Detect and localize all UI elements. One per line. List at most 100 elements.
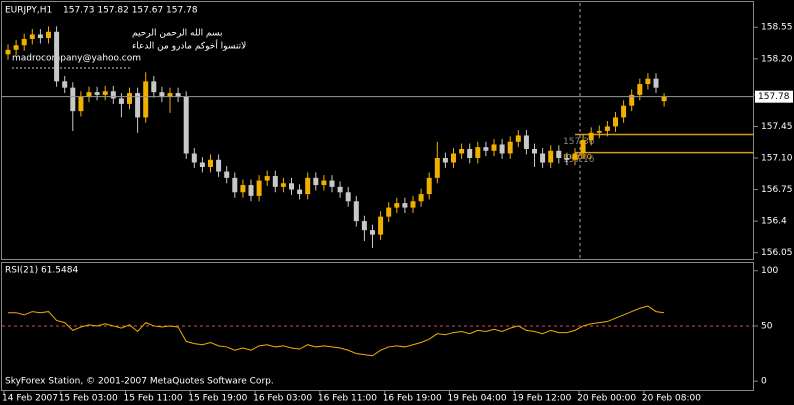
candle-body <box>410 201 416 208</box>
candle-body <box>637 84 643 95</box>
candle-body <box>370 230 375 235</box>
level-label: 157.16 <box>563 155 595 165</box>
candle-body <box>70 87 76 112</box>
candle-body <box>378 216 384 235</box>
y-tick-label: 100 <box>761 266 778 276</box>
rsi-title: RSI(21) 61.5484 <box>5 266 78 276</box>
symbol-title: EURJPY,H1 <box>5 6 52 16</box>
y-tick-label: 156.4 <box>761 217 787 227</box>
candle-body <box>289 183 294 190</box>
candle-body <box>483 147 489 151</box>
candle-body <box>564 158 570 160</box>
candle-body <box>102 91 108 95</box>
ohlc-text: 157.73 157.82 157.67 157.78 <box>63 6 198 16</box>
candle-body <box>572 153 578 160</box>
candle-body <box>491 144 497 151</box>
candle-body <box>345 192 351 202</box>
candle-body <box>548 150 554 163</box>
x-tick-label: 14 Feb 2007 <box>2 394 58 404</box>
y-tick-label: 156.05 <box>761 248 793 258</box>
candle-body <box>175 93 181 97</box>
current-price-label: 157.78 <box>758 92 790 102</box>
candle-body <box>467 148 473 159</box>
candle-body <box>46 31 51 39</box>
y-tick-label: 157.10 <box>761 154 793 164</box>
y-tick-label: 156.75 <box>761 185 793 195</box>
rsi-line <box>8 305 665 357</box>
x-tick-label: 15 Feb 03:00 <box>59 394 118 404</box>
candle-body <box>604 126 610 131</box>
candle-body <box>361 221 367 231</box>
candle-body <box>78 96 84 112</box>
candle-body <box>434 158 440 178</box>
x-tick-label: 15 Feb 19:00 <box>188 394 247 404</box>
candle-body <box>21 38 27 46</box>
candle-body <box>256 180 262 196</box>
candle-body <box>159 92 165 97</box>
candle-body <box>151 81 157 93</box>
candle-body <box>329 180 335 187</box>
candle-body <box>507 141 513 154</box>
y-tick-label: 158.55 <box>761 23 793 33</box>
candle-body <box>110 91 116 99</box>
candle-body <box>248 185 254 196</box>
footer: SkyForex Station, © 2001-2007 MetaQuotes… <box>5 377 274 387</box>
candle-body <box>240 185 246 193</box>
candle-body <box>451 153 456 163</box>
candle-body <box>305 177 311 195</box>
candle-body <box>297 189 303 195</box>
candle-body <box>216 159 222 172</box>
annotation: بسم الله الرحمن الرحيم <box>132 29 222 39</box>
candle-body <box>532 148 537 154</box>
candle-body <box>5 49 11 55</box>
candle-body <box>580 139 586 154</box>
y-tick-label: 50 <box>761 321 773 331</box>
candle-body <box>426 177 432 195</box>
candle-body <box>167 93 173 97</box>
candle-body <box>442 158 448 163</box>
candle-body <box>62 81 68 88</box>
x-tick-label: 20 Feb 00:00 <box>577 394 636 404</box>
candle-body <box>29 34 35 39</box>
candle-body <box>54 31 60 82</box>
candle-body <box>37 34 43 39</box>
candle-body <box>272 176 278 187</box>
candle-body <box>515 135 521 142</box>
y-tick-label: 158.20 <box>761 54 793 64</box>
candle-body <box>621 105 627 118</box>
annotation: madrocompany@yahoo.com <box>12 54 141 64</box>
candle-body <box>402 203 408 208</box>
candle-body <box>321 180 327 186</box>
y-tick-label: 0 <box>761 377 767 387</box>
candle-body <box>645 78 651 85</box>
candle-body <box>540 153 546 163</box>
candle-body <box>596 130 602 133</box>
candle-body <box>523 135 529 149</box>
rsi-panel <box>1 262 754 391</box>
candle-body <box>613 117 618 127</box>
x-tick-label: 16 Feb 03:00 <box>253 394 312 404</box>
candle-body <box>143 81 149 118</box>
candle-body <box>280 183 286 187</box>
candle-body <box>337 186 343 193</box>
candle-body <box>418 194 424 202</box>
x-tick-label: 19 Feb 12:00 <box>512 394 571 404</box>
candle-body <box>264 176 270 181</box>
candle-body <box>127 93 132 104</box>
candle-body <box>629 94 635 106</box>
candle-body <box>459 148 465 154</box>
candle-body <box>13 45 19 50</box>
candle-body <box>232 177 238 193</box>
level-name: madro <box>563 152 592 162</box>
candle-body <box>661 96 667 102</box>
candle-body <box>94 92 100 95</box>
candle-body <box>86 92 92 97</box>
current-price-box <box>755 90 793 103</box>
candle-body <box>199 162 205 168</box>
candle-body <box>588 132 594 140</box>
x-tick-label: 16 Feb 11:00 <box>318 394 377 404</box>
candle-body <box>224 171 230 178</box>
candle-body <box>208 159 213 168</box>
candle-body <box>556 150 562 159</box>
